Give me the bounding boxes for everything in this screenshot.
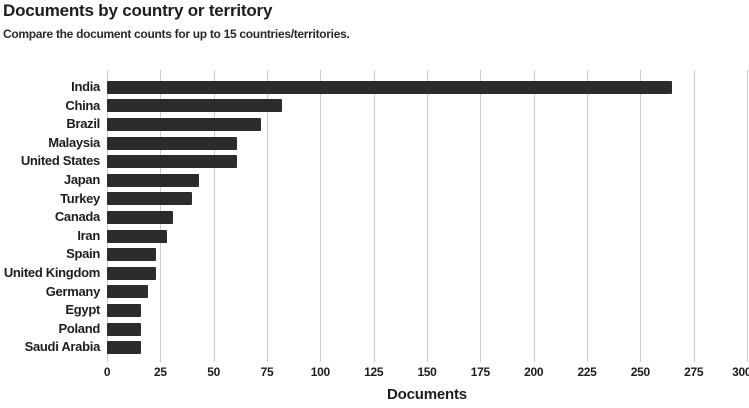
- gridline: [373, 70, 375, 362]
- bar-united-kingdom[interactable]: [107, 266, 157, 280]
- gridline: [587, 70, 588, 362]
- category-label: Malaysia: [48, 134, 100, 150]
- gridline: [747, 70, 748, 362]
- x-tick-label: 75: [260, 365, 274, 379]
- bar-united-states[interactable]: [107, 155, 238, 169]
- category-label: United States: [20, 153, 100, 169]
- x-tick-label: 225: [577, 365, 597, 379]
- bar-spain[interactable]: [107, 248, 157, 262]
- category-label: Japan: [63, 172, 100, 187]
- bar-canada[interactable]: [107, 211, 174, 224]
- x-tick-label: 100: [310, 365, 330, 379]
- gridline: [533, 70, 535, 362]
- bar-egypt[interactable]: [107, 304, 142, 317]
- category-label: Poland: [58, 320, 100, 336]
- gridline: [320, 70, 322, 362]
- chart-title: Documents by country or territory: [3, 1, 273, 20]
- bar-brazil[interactable]: [107, 118, 261, 131]
- category-label: Egypt: [65, 302, 100, 318]
- category-label: China: [65, 97, 100, 113]
- category-label: Brazil: [66, 116, 100, 132]
- bar-china[interactable]: [107, 99, 282, 113]
- x-tick-label: 200: [524, 365, 544, 379]
- x-tick-label: 275: [684, 365, 704, 379]
- x-tick-label: 300: [732, 365, 749, 379]
- x-tick-label: 250: [630, 365, 650, 379]
- bar-poland[interactable]: [107, 322, 142, 336]
- x-tick-label: 150: [417, 365, 437, 379]
- gridline: [640, 70, 642, 362]
- category-label: India: [71, 79, 100, 94]
- gridline: [427, 70, 428, 362]
- bars-layer: [107, 78, 747, 357]
- gridline: [213, 70, 215, 362]
- bar-turkey[interactable]: [107, 192, 193, 206]
- x-tick-label: 25: [153, 365, 167, 379]
- gridline: [480, 70, 482, 362]
- category-label: Spain: [66, 246, 100, 262]
- bar-malaysia[interactable]: [107, 136, 238, 150]
- x-tick-label: 0: [103, 365, 111, 379]
- x-axis-ticks: 0 25 50 75 100 125 150 175 200 225 250 275 300: [103, 365, 749, 379]
- category-label: Germany: [45, 283, 101, 299]
- category-label: Iran: [77, 227, 100, 243]
- x-tick-label: 175: [470, 365, 490, 379]
- bar-germany[interactable]: [107, 285, 148, 299]
- x-axis-label: Documents: [387, 386, 467, 403]
- bar-saudi-arabia[interactable]: [107, 341, 142, 355]
- bar-japan[interactable]: [107, 173, 199, 187]
- gridline: [693, 70, 695, 362]
- category-label: Saudi Arabia: [24, 339, 101, 355]
- chart-subtitle: Compare the document counts for up to 15…: [3, 27, 350, 41]
- plot-area: [107, 70, 748, 362]
- category-label: United Kingdom: [3, 265, 100, 280]
- category-labels: India China Brazil Malaysia United States Jap…: [0, 78, 100, 357]
- x-tick-label: 125: [364, 365, 384, 379]
- category-label: Turkey: [60, 190, 100, 206]
- bar-iran[interactable]: [107, 229, 167, 243]
- gridline: [267, 70, 268, 362]
- category-label: Canada: [54, 209, 100, 225]
- x-tick-label: 50: [207, 365, 221, 379]
- bar-india[interactable]: [107, 80, 673, 94]
